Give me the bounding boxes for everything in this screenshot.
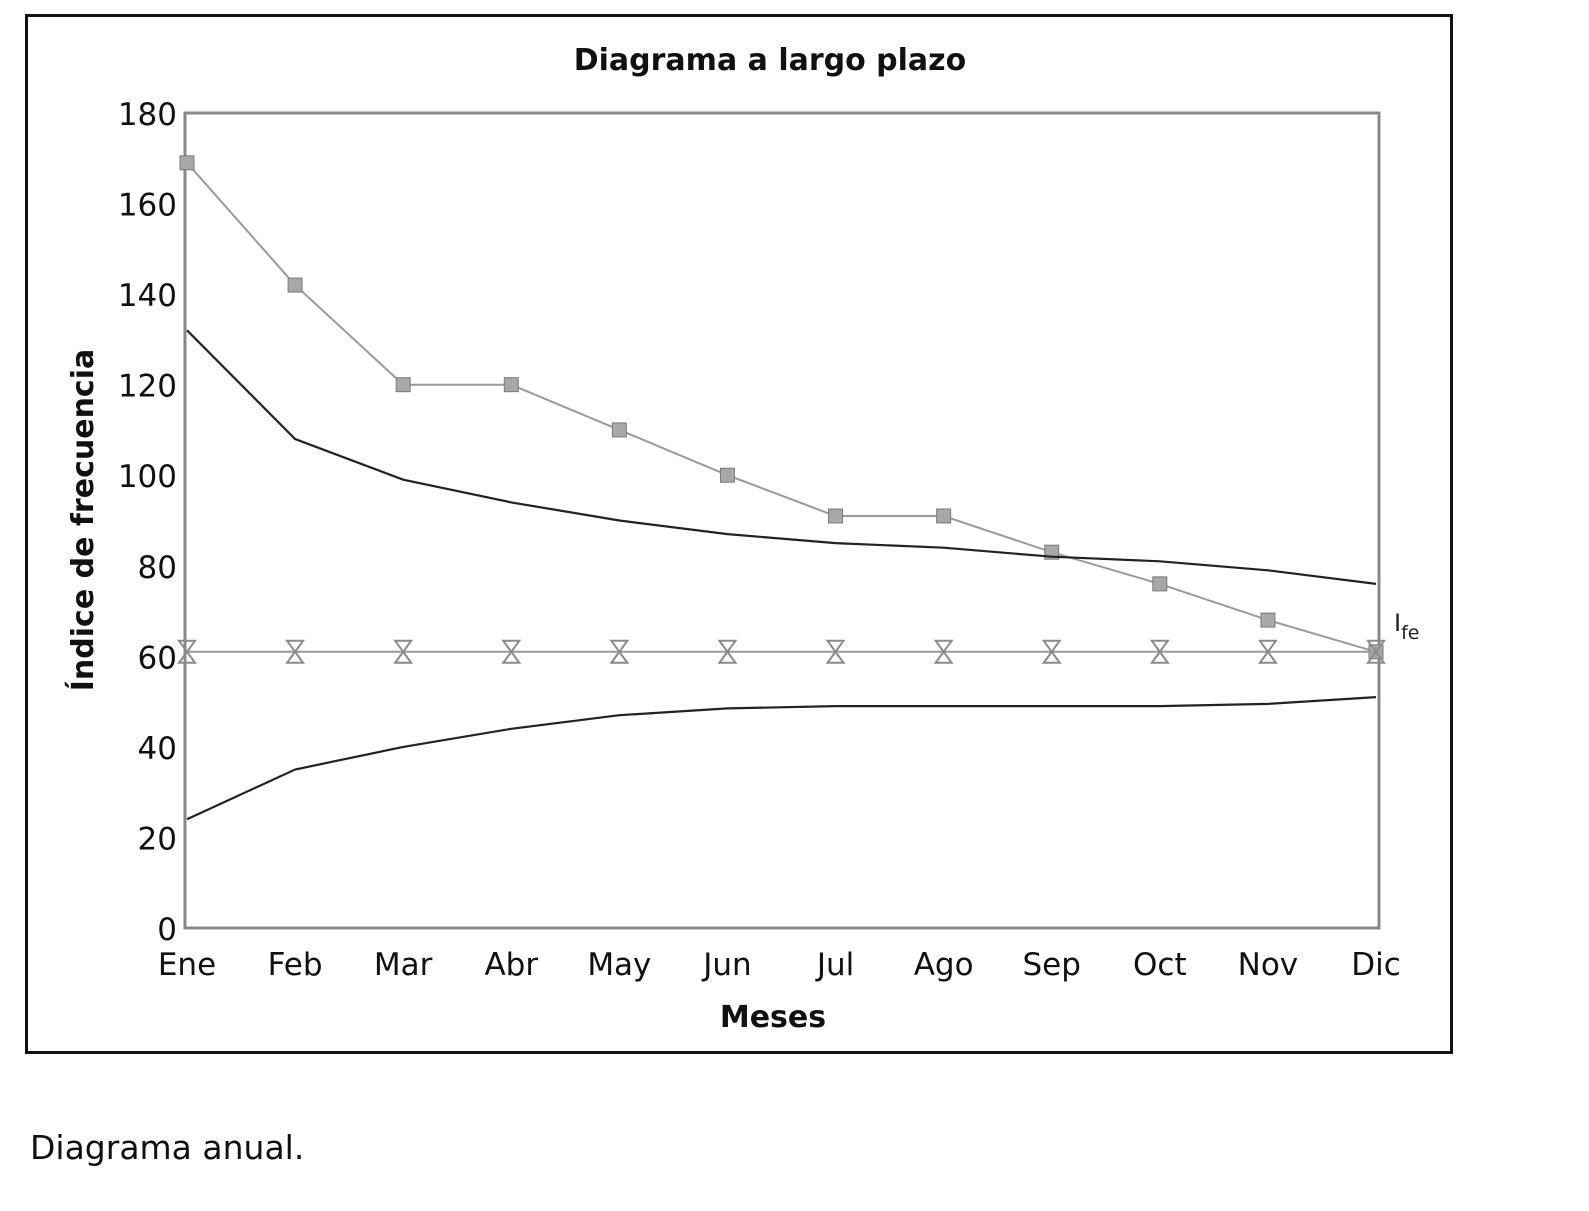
data-point [1257,639,1278,664]
y-tick-label: 60 [138,640,177,676]
y-tick-label: 120 [118,369,177,405]
series-observed [179,155,1384,660]
x-tick-label: Ene [158,947,216,983]
series-layer [177,155,1386,821]
chart-title: Diagrama a largo plazo [574,43,967,78]
data-point [1149,639,1170,664]
y-tick-label: 140 [118,278,177,314]
data-point [825,639,846,664]
data-point [393,639,414,664]
series-label-ife-sub: fe [1401,622,1419,644]
x-tick-label: Feb [268,947,323,983]
x-tick-labels: Ene Feb Mar Abr May Jun Jul Ago Sep Oct Nov Dic [158,947,1401,983]
data-point [719,467,735,483]
data-point [828,508,844,524]
figure-frame [25,14,1453,1054]
data-point [936,508,952,524]
y-tick-label: 80 [138,550,177,586]
plot-area [183,111,1381,930]
y-tick-label: 160 [118,188,177,224]
data-point [503,377,519,393]
x-tick-label: Dic [1351,947,1401,983]
data-point [287,277,303,293]
series-line-observed [186,162,1377,653]
data-point [285,639,306,664]
svg-text:Ife: Ife [1394,609,1419,644]
x-tick-label: Ago [914,947,974,983]
data-point [717,639,738,664]
series-line-upper-limit [186,329,1377,585]
data-point [501,639,522,664]
data-point [1152,576,1168,592]
x-tick-label: Abr [484,947,538,983]
data-point [611,422,627,438]
x-tick-label: Nov [1238,947,1299,983]
x-tick-label: Mar [374,947,433,983]
y-tick-label: 100 [118,459,177,495]
data-point [1366,639,1386,664]
series-ife-line [177,639,1386,664]
x-tick-label: Oct [1133,947,1187,983]
x-tick-label: Sep [1023,947,1081,983]
y-tick-labels: 0 20 40 60 80 100 120 140 160 180 [118,97,177,948]
data-point [177,639,197,664]
series-line-lower-limit [186,696,1377,821]
data-point [179,155,195,171]
series-label-ife: Ife [1394,609,1419,644]
data-point [609,639,630,664]
y-tick-label: 40 [138,731,177,767]
series-label-ife-main: I [1394,609,1401,637]
data-point [933,639,954,664]
x-tick-label: Jun [701,947,751,983]
data-point [1041,639,1062,664]
y-tick-label: 20 [138,821,177,857]
x-tick-label: Jul [815,947,854,983]
figure-caption: Diagrama anual. [30,1128,305,1167]
y-axis-label: Índice de frecuencia [65,349,101,691]
series-upper-limit [186,329,1377,585]
y-tick-label: 180 [118,97,177,133]
x-axis-label: Meses [720,1000,826,1035]
series-lower-limit [186,696,1377,821]
data-point [395,377,411,393]
y-tick-label: 0 [157,912,177,948]
x-tick-label: May [587,947,651,983]
data-point [1260,612,1276,628]
